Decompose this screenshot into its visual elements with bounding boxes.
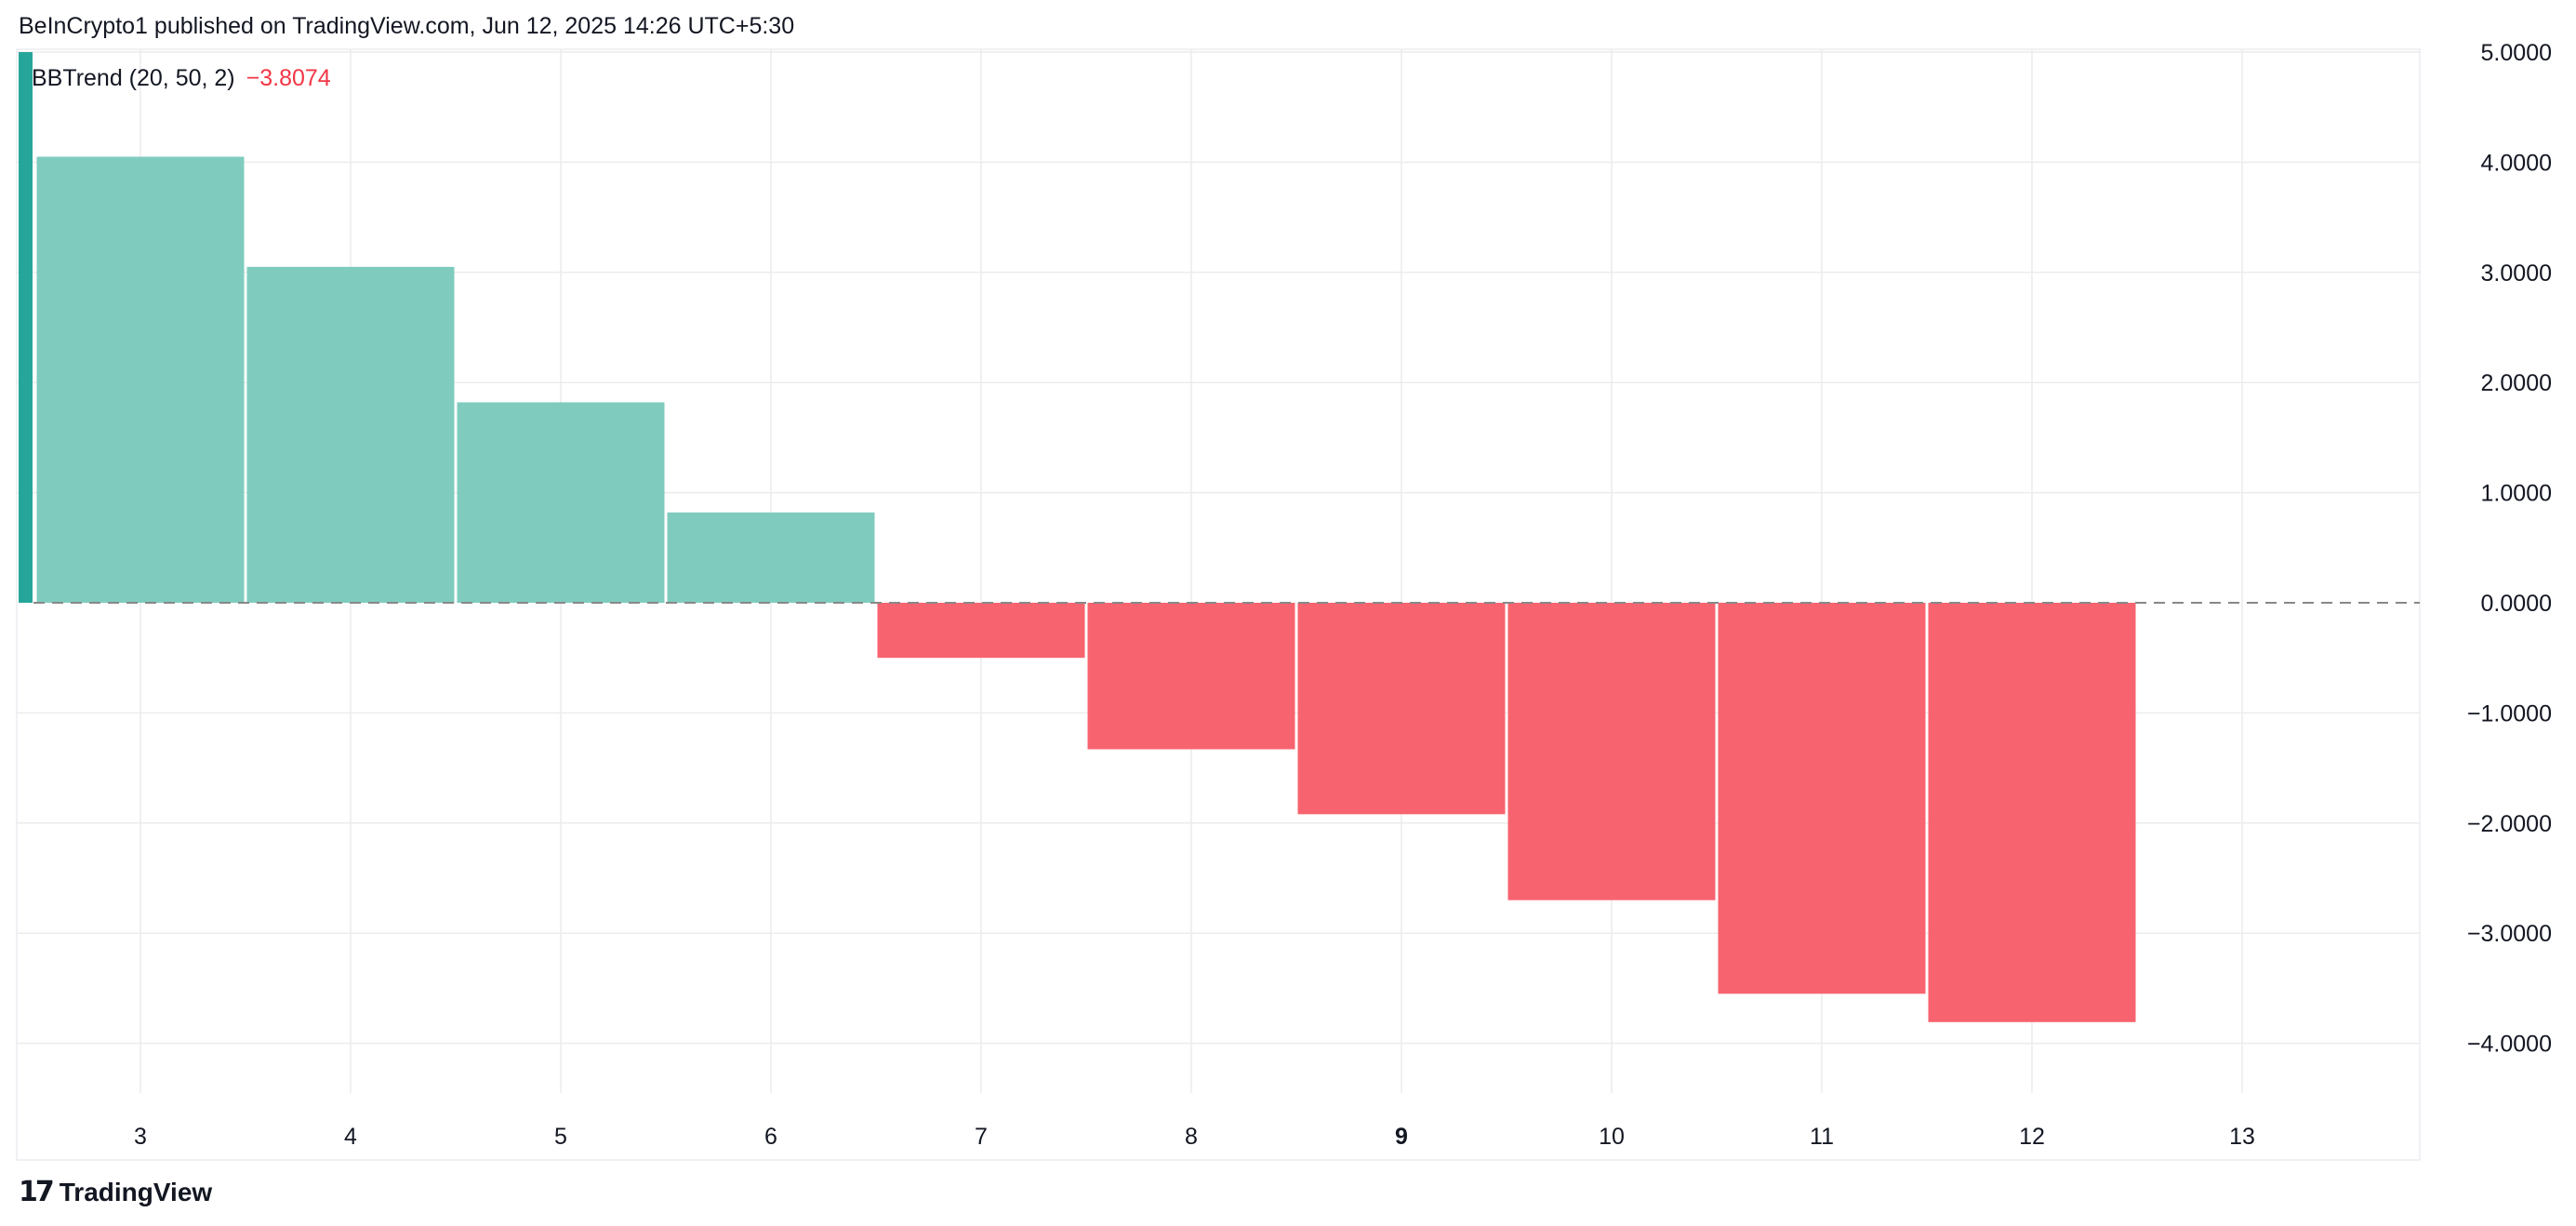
bar-11 [1718, 603, 1926, 994]
bar-7 [877, 603, 1085, 659]
x-tick-label: 5 [554, 1124, 567, 1150]
y-tick-label: −2.0000 [2467, 811, 2552, 837]
tradingview-logo-icon: 17 [19, 1176, 55, 1208]
x-tick-label: 6 [764, 1124, 777, 1150]
x-tick-label: 4 [344, 1124, 357, 1150]
bar-4 [246, 266, 455, 603]
bar-10 [1507, 603, 1716, 900]
y-tick-label: 2.0000 [2481, 370, 2552, 396]
indicator-legend[interactable]: BBTrend (20, 50, 2) −3.8074 [32, 65, 331, 92]
bar-5 [457, 402, 665, 603]
x-tick-label: 9 [1395, 1124, 1408, 1150]
footer-brand[interactable]: 17 TradingView [19, 1176, 212, 1208]
y-tick-label: −4.0000 [2467, 1032, 2552, 1058]
y-axis: 5.0000 4.0000 3.0000 2.0000 1.0000 0.0000 −1.0… [2467, 40, 2552, 1058]
bar-9 [1297, 603, 1506, 815]
bar-12 [1928, 603, 2136, 1022]
y-tick-label: 3.0000 [2481, 260, 2552, 287]
x-tick-label: 8 [1185, 1124, 1198, 1150]
x-tick-label: 7 [975, 1124, 988, 1150]
x-tick-label: 13 [2229, 1124, 2255, 1150]
bar-series [19, 52, 2136, 1022]
published-header: BeInCrypto1 published on TradingView.com… [19, 13, 795, 39]
x-tick-label: 3 [134, 1124, 147, 1150]
indicator-name: BBTrend (20, 50, 2) [32, 65, 235, 91]
y-tick-label: 0.0000 [2481, 591, 2552, 617]
indicator-value: −3.8074 [246, 65, 331, 91]
bar-3 [36, 156, 245, 604]
y-tick-label: −1.0000 [2467, 700, 2552, 726]
x-tick-label: 12 [2019, 1124, 2045, 1150]
bar-6 [667, 512, 875, 603]
bar-8 [1087, 603, 1295, 750]
brand-name: TradingView [59, 1177, 213, 1206]
x-tick-label: 11 [1810, 1124, 1834, 1150]
y-tick-label: 4.0000 [2481, 150, 2552, 176]
y-tick-label: −3.0000 [2467, 921, 2552, 947]
bar-edge [19, 52, 33, 603]
x-tick-label: 10 [1599, 1124, 1625, 1150]
plot-border [16, 48, 2421, 1161]
y-tick-label: 1.0000 [2481, 481, 2552, 507]
y-tick-label: 5.0000 [2481, 40, 2552, 66]
x-axis: 3 4 5 6 7 8 9 10 11 12 13 [134, 1124, 2255, 1150]
